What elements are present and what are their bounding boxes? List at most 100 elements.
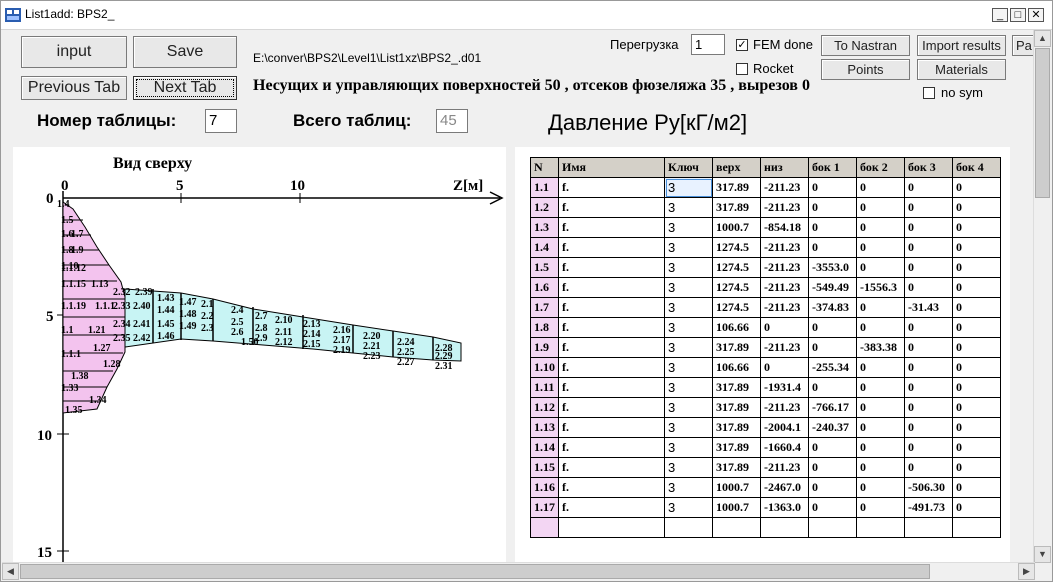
table-cell[interactable]: -211.23 bbox=[760, 277, 809, 298]
table-cell[interactable]: 1000.7 bbox=[712, 217, 761, 238]
table-cell[interactable]: 0 bbox=[952, 177, 1001, 198]
table-cell[interactable]: 0 bbox=[856, 457, 905, 478]
pressure-table[interactable]: N Имя Ключ верх низ бок 1 бок 2 бок 3 бо… bbox=[530, 157, 1001, 538]
column-header[interactable]: бок 1 bbox=[808, 157, 857, 178]
table-cell[interactable]: 317.89 bbox=[712, 337, 761, 358]
table-cell[interactable]: f. bbox=[558, 297, 665, 318]
table-cell[interactable]: f. bbox=[558, 417, 665, 438]
table-cell[interactable]: -211.23 bbox=[760, 337, 809, 358]
table-cell[interactable]: 317.89 bbox=[712, 417, 761, 438]
table-cell[interactable]: 0 bbox=[856, 237, 905, 258]
table-cell[interactable]: 3 bbox=[664, 397, 713, 418]
table-row[interactable]: 1.6 f. 3 1274.5 -211.23 -549.49 -1556.3 0 0 bbox=[530, 277, 1001, 298]
table-cell[interactable]: 0 bbox=[856, 217, 905, 238]
table-cell[interactable]: -1556.3 bbox=[856, 277, 905, 298]
table-cell[interactable]: -211.23 bbox=[760, 177, 809, 198]
table-cell[interactable]: 3 bbox=[664, 237, 713, 258]
table-cell[interactable]: 0 bbox=[952, 497, 1001, 518]
table-cell[interactable]: 3 bbox=[664, 177, 713, 198]
column-header[interactable]: бок 4 bbox=[952, 157, 1001, 178]
table-cell[interactable]: -211.23 bbox=[760, 397, 809, 418]
table-cell[interactable]: -491.73 bbox=[904, 497, 953, 518]
row-number-cell[interactable]: 1.15 bbox=[530, 457, 559, 478]
table-row[interactable]: 1.15 f. 3 317.89 -211.23 0 0 0 0 bbox=[530, 457, 1001, 478]
table-row[interactable]: 1.13 f. 3 317.89 -2004.1 -240.37 0 0 0 bbox=[530, 417, 1001, 438]
data-table-panel[interactable]: N Имя Ключ верх низ бок 1 бок 2 бок 3 бо… bbox=[515, 147, 1010, 563]
table-cell[interactable]: 0 bbox=[808, 497, 857, 518]
table-cell[interactable]: f. bbox=[558, 177, 665, 198]
row-number-cell[interactable]: 1.4 bbox=[530, 237, 559, 258]
column-header[interactable]: низ bbox=[760, 157, 809, 178]
table-cell[interactable]: 0 bbox=[952, 217, 1001, 238]
import-results-button[interactable]: Import results bbox=[917, 35, 1006, 56]
pa-button[interactable]: Pa bbox=[1012, 35, 1036, 56]
table-cell[interactable]: -383.38 bbox=[856, 337, 905, 358]
table-cell[interactable]: 0 bbox=[856, 397, 905, 418]
table-cell[interactable]: 0 bbox=[760, 317, 809, 338]
table-cell[interactable]: 0 bbox=[952, 197, 1001, 218]
table-cell[interactable]: 3 bbox=[664, 417, 713, 438]
table-cell[interactable]: 0 bbox=[952, 297, 1001, 318]
rocket-checkbox[interactable] bbox=[736, 63, 748, 75]
table-cell[interactable]: 0 bbox=[952, 477, 1001, 498]
vertical-scrollbar[interactable]: ▲ ▼ bbox=[1033, 30, 1051, 563]
table-cell[interactable]: 0 bbox=[952, 277, 1001, 298]
table-cell[interactable]: 3 bbox=[664, 437, 713, 458]
row-number-cell[interactable]: 1.5 bbox=[530, 257, 559, 278]
fem-done-checkbox[interactable]: ✓ bbox=[736, 39, 748, 51]
table-cell[interactable]: 3 bbox=[664, 377, 713, 398]
table-cell[interactable]: 0 bbox=[952, 457, 1001, 478]
row-number-cell[interactable]: 1.9 bbox=[530, 337, 559, 358]
table-cell[interactable]: f. bbox=[558, 237, 665, 258]
table-cell[interactable]: 0 bbox=[952, 437, 1001, 458]
column-header[interactable]: N bbox=[530, 157, 559, 178]
table-cell[interactable]: 0 bbox=[856, 317, 905, 338]
horizontal-scrollbar[interactable]: ◀ ▶ bbox=[2, 562, 1035, 580]
table-cell[interactable]: 3 bbox=[664, 217, 713, 238]
row-number-cell[interactable]: 1.1 bbox=[530, 177, 559, 198]
table-cell[interactable]: -240.37 bbox=[808, 417, 857, 438]
table-row[interactable] bbox=[530, 517, 1001, 538]
save-button[interactable]: Save bbox=[133, 36, 237, 68]
table-cell[interactable]: 0 bbox=[856, 477, 905, 498]
table-cell[interactable]: 3 bbox=[664, 317, 713, 338]
table-cell[interactable]: -549.49 bbox=[808, 277, 857, 298]
table-cell[interactable]: -211.23 bbox=[760, 457, 809, 478]
table-cell[interactable]: -255.34 bbox=[808, 357, 857, 378]
table-cell[interactable]: f. bbox=[558, 197, 665, 218]
table-cell[interactable]: -3553.0 bbox=[808, 257, 857, 278]
scroll-up-icon[interactable]: ▲ bbox=[1034, 30, 1051, 47]
row-number-cell[interactable]: 1.7 bbox=[530, 297, 559, 318]
row-number-cell[interactable]: 1.11 bbox=[530, 377, 559, 398]
table-cell[interactable]: 3 bbox=[664, 497, 713, 518]
table-cell[interactable]: 1000.7 bbox=[712, 497, 761, 518]
table-cell[interactable]: 0 bbox=[904, 357, 953, 378]
table-cell[interactable]: 0 bbox=[808, 477, 857, 498]
table-cell[interactable]: -766.17 bbox=[808, 397, 857, 418]
scroll-right-icon[interactable]: ▶ bbox=[1018, 563, 1035, 580]
table-cell[interactable]: 0 bbox=[808, 457, 857, 478]
table-cell[interactable]: f. bbox=[558, 217, 665, 238]
table-cell[interactable]: 0 bbox=[904, 337, 953, 358]
table-cell[interactable]: 0 bbox=[952, 397, 1001, 418]
table-cell[interactable]: 0 bbox=[808, 377, 857, 398]
table-cell[interactable] bbox=[808, 517, 857, 538]
to-nastran-button[interactable]: To Nastran bbox=[821, 35, 910, 56]
table-row[interactable]: 1.4 f. 3 1274.5 -211.23 0 0 0 0 bbox=[530, 237, 1001, 258]
table-row[interactable]: 1.10 f. 3 106.66 0 -255.34 0 0 0 bbox=[530, 357, 1001, 378]
table-cell[interactable] bbox=[952, 517, 1001, 538]
table-cell[interactable]: 0 bbox=[904, 377, 953, 398]
table-cell[interactable]: 0 bbox=[952, 357, 1001, 378]
table-row[interactable]: 1.7 f. 3 1274.5 -211.23 -374.83 0 -31.43 0 bbox=[530, 297, 1001, 318]
table-cell[interactable]: 0 bbox=[952, 257, 1001, 278]
table-cell[interactable]: 0 bbox=[808, 177, 857, 198]
row-number-cell[interactable]: 1.14 bbox=[530, 437, 559, 458]
column-header[interactable]: Имя bbox=[558, 157, 665, 178]
table-cell[interactable]: 0 bbox=[952, 317, 1001, 338]
table-cell[interactable]: f. bbox=[558, 257, 665, 278]
title-bar[interactable]: List1add: BPS2_ _ □ ✕ bbox=[1, 1, 1052, 30]
row-number-cell[interactable]: 1.13 bbox=[530, 417, 559, 438]
table-row[interactable]: 1.11 f. 3 317.89 -1931.4 0 0 0 0 bbox=[530, 377, 1001, 398]
table-cell[interactable]: f. bbox=[558, 437, 665, 458]
table-cell[interactable]: 0 bbox=[904, 277, 953, 298]
